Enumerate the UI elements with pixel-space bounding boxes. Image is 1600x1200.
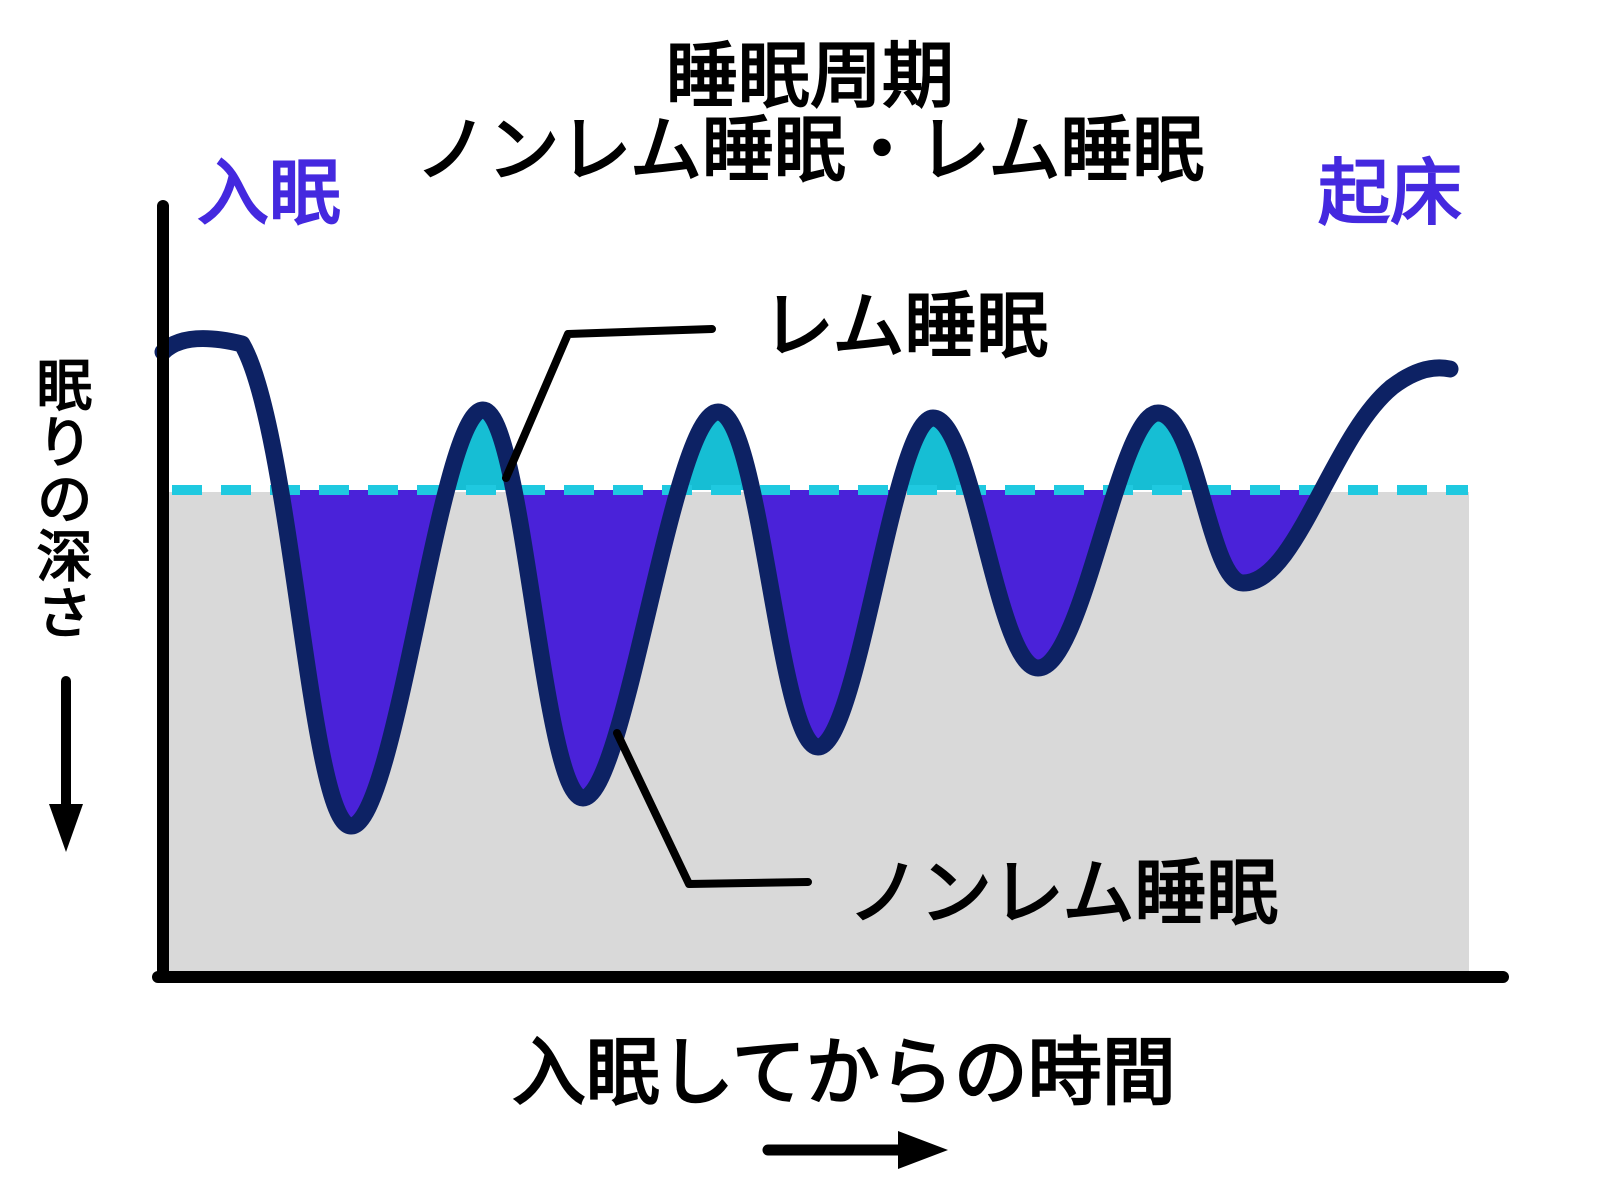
sleep-depth-curve (154, 330, 1459, 835)
y-axis-label: 眠りの深さ (29, 356, 92, 641)
rem-callout-line (502, 325, 716, 482)
chart-title-line2: ノンレム睡眠・レム睡眠 (415, 111, 1205, 191)
x-axis-label: 入眠してからの時間 (512, 1031, 1176, 1114)
wake-up-label: 起床 (1318, 154, 1463, 234)
nonrem-callout-line (613, 729, 812, 888)
rem-area-3 (898, 418, 971, 490)
sleep-onset-label: 入眠 (197, 154, 342, 234)
chart-title: 睡眠周期 ノンレム睡眠・レム睡眠 (0, 40, 1600, 188)
nonrem-area-3 (751, 490, 899, 747)
nonrem-area-4 (970, 490, 1116, 668)
time-arrow-icon (762, 1131, 948, 1169)
depth-arrow-icon (49, 676, 83, 852)
nonrem-sleep-label: ノンレム睡眠 (848, 854, 1279, 934)
rem-sleep-label: レム睡眠 (762, 287, 1049, 367)
chart-title-line1: 睡眠周期 (665, 37, 954, 117)
